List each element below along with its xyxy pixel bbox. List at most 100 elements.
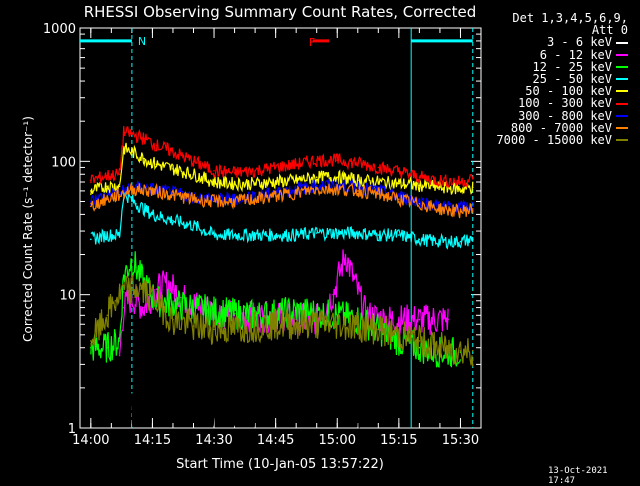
legend-entry: 100 - 300 keV	[478, 96, 638, 111]
data-point	[471, 208, 474, 210]
data-point	[356, 179, 359, 182]
data-point	[459, 240, 462, 243]
data-point	[155, 163, 158, 166]
data-point	[348, 399, 351, 402]
data-point	[90, 346, 92, 349]
data-point	[151, 376, 154, 379]
legend-entry: 800 - 7000 keV	[478, 122, 638, 134]
data-point	[131, 150, 133, 153]
legend-label: 25 - 50 keV	[532, 72, 612, 87]
data-point	[336, 159, 339, 161]
data-point	[311, 336, 314, 338]
data-point	[118, 234, 121, 236]
data-point	[254, 195, 256, 197]
data-point	[172, 194, 174, 196]
data-point	[172, 318, 174, 321]
data-point	[147, 293, 150, 296]
x-tick-label: 15:30	[442, 433, 479, 448]
data-point	[254, 198, 256, 200]
data-point	[254, 182, 256, 185]
data-point	[213, 328, 215, 331]
legend-swatch	[616, 78, 628, 81]
y-axis-label: Corrected Count Rate (s⁻¹ detector⁻¹)	[21, 116, 35, 342]
legend-label: 50 - 100 keV	[525, 84, 612, 99]
date-stamp: 13-Oct-2021 17:47	[548, 466, 608, 486]
data-point	[143, 306, 146, 309]
data-point	[135, 266, 137, 269]
data-point	[274, 323, 277, 326]
data-point	[418, 200, 421, 203]
data-point	[180, 296, 182, 299]
legend-entries: 3 - 6 keV 6 - 12 keV 12 - 25 keV 25 - 50 ke…	[478, 36, 638, 146]
data-point	[418, 203, 421, 205]
legend-swatch	[616, 114, 628, 117]
data-point	[459, 206, 462, 209]
data-point	[192, 173, 195, 176]
data-point	[418, 184, 421, 187]
data-point	[332, 293, 334, 296]
series-line-7	[90, 182, 474, 219]
data-point	[122, 306, 125, 309]
data-point	[233, 200, 236, 203]
data-point	[299, 344, 302, 346]
y-tick-label: 100	[51, 155, 76, 170]
data-point	[315, 184, 318, 187]
chart-title: RHESSI Observing Summary Count Rates, Co…	[84, 3, 477, 21]
data-point	[213, 381, 215, 384]
legend-header-2: Att 0	[591, 23, 628, 38]
data-point	[155, 288, 158, 290]
data-point	[176, 346, 178, 349]
x-tick-label: 14:00	[72, 433, 109, 448]
legend-label: 100 - 300 keV	[518, 96, 612, 111]
data-point	[398, 170, 400, 173]
data-point	[471, 186, 474, 188]
data-point	[90, 190, 92, 192]
legend-label: 3 - 6 keV	[546, 35, 612, 50]
data-point	[250, 393, 252, 395]
data-point	[254, 234, 256, 236]
data-point	[254, 169, 256, 172]
legend: Det 1,3,4,5,6,9, Att 0 3 - 6 keV 6 - 12 k…	[478, 12, 638, 146]
data-point	[118, 185, 121, 188]
data-point	[172, 219, 174, 222]
data-point	[233, 234, 236, 236]
data-point	[213, 310, 215, 313]
legend-entry: 25 - 50 keV	[478, 73, 638, 85]
data-point	[106, 234, 109, 236]
data-point	[122, 147, 125, 150]
legend-swatch	[616, 65, 628, 68]
legend-entry: 12 - 25 keV	[478, 61, 638, 73]
data-point	[233, 312, 236, 315]
data-point	[295, 310, 297, 313]
data-point	[274, 166, 277, 169]
legend-swatch	[616, 126, 628, 129]
x-tick-label: 15:15	[380, 433, 417, 448]
data-point	[106, 185, 109, 188]
data-point	[418, 318, 421, 321]
data-point	[122, 291, 125, 293]
data-point	[315, 176, 318, 179]
legend-label: 6 - 12 keV	[539, 47, 612, 62]
data-point	[90, 179, 92, 182]
series-line-4	[90, 142, 474, 196]
y-tick-label: 1	[68, 422, 76, 437]
legend-entry: 300 - 800 keV	[478, 109, 638, 122]
data-point	[106, 198, 109, 200]
data-point	[163, 310, 166, 313]
data-point	[377, 193, 380, 195]
data-point	[418, 238, 421, 241]
data-point	[398, 195, 400, 197]
data-point	[356, 190, 359, 192]
data-point	[356, 162, 359, 164]
legend-swatch	[616, 53, 628, 56]
legend-label: 7000 - 15000 keV	[496, 133, 612, 148]
data-point	[143, 137, 146, 140]
legend-swatch	[616, 90, 628, 93]
legend-label: 800 - 7000 keV	[510, 120, 612, 135]
data-point	[122, 131, 125, 134]
data-point	[90, 205, 92, 208]
annotation-n: N	[138, 35, 146, 48]
data-point	[192, 224, 195, 227]
data-point	[315, 232, 318, 234]
legend-swatch	[616, 139, 628, 142]
